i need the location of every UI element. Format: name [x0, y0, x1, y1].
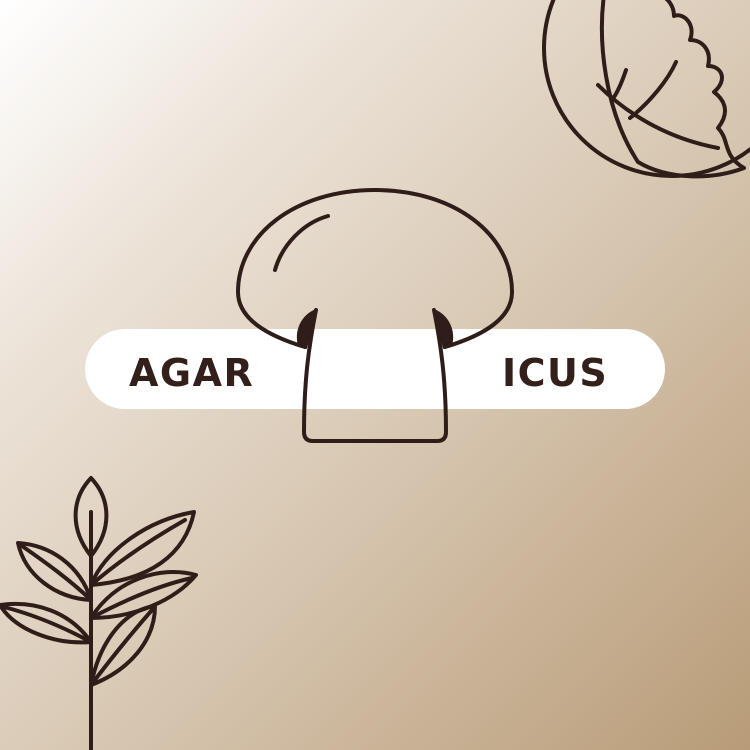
logo-text-right: ICUS: [502, 351, 608, 395]
mushroom-icon: [236, 188, 514, 443]
cabbage-icon: [542, 0, 750, 179]
logo-text-left: AGAR: [129, 351, 254, 395]
logo-banner-pill: [85, 329, 665, 409]
plant-sprig-icon: [0, 476, 198, 750]
